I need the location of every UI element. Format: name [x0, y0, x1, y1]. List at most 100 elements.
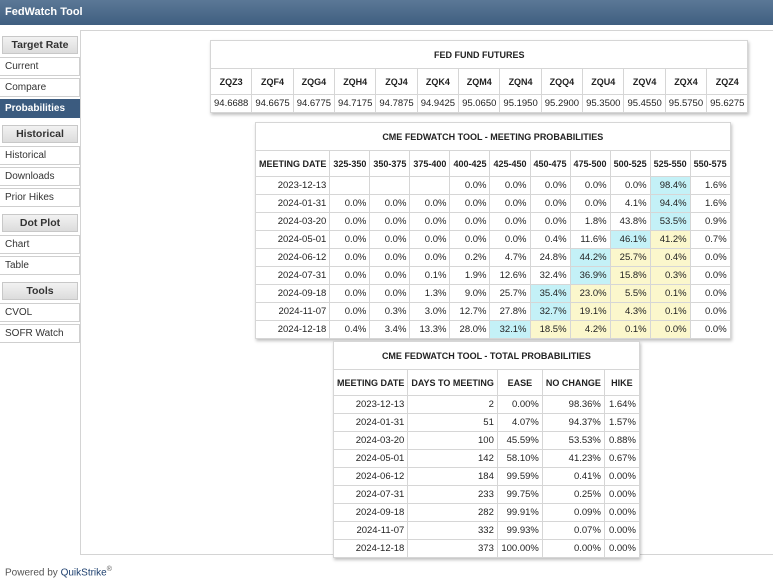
column-header: MEETING DATE — [254, 150, 331, 177]
nav-item[interactable]: SOFR Watch — [0, 324, 80, 343]
nav-group-title: Target Rate — [2, 36, 78, 54]
cell: 0.0% — [529, 194, 571, 213]
cell: 0.0% — [329, 212, 371, 231]
cell: 4.7% — [489, 248, 531, 267]
app-title: FedWatch Tool — [5, 6, 83, 18]
cell: 0.0% — [409, 230, 451, 249]
cell: 27.8% — [489, 302, 531, 321]
cell: 3.4% — [369, 320, 411, 339]
nav-item[interactable]: Probabilities — [0, 99, 80, 118]
cell: 3.0% — [409, 302, 451, 321]
data-row: 2024-06-12 0.0% 0.0% 0.0% 0.2% 4.7% 24.8% 44.2%… — [254, 248, 731, 267]
cell: 0.67% — [603, 449, 640, 468]
cell: 0.0% — [369, 212, 411, 231]
cell: 18.5% — [529, 320, 571, 339]
column-header: DAYS TO MEETING — [407, 369, 498, 396]
nav-group-title: Historical — [2, 125, 78, 143]
cell: 4.3% — [609, 302, 651, 321]
cell: 0.1% — [609, 320, 651, 339]
cell: 0.25% — [541, 485, 605, 504]
cell: 1.8% — [569, 212, 611, 231]
cell: 1.6% — [689, 194, 731, 213]
table-meeting-probabilities: CME FEDWATCH TOOL - MEETING PROBABILITIE… — [254, 122, 731, 339]
cell: 23.0% — [569, 284, 611, 303]
cell: 100 — [407, 431, 498, 450]
cell: 0.0% — [369, 248, 411, 267]
cell: 233 — [407, 485, 498, 504]
sidebar: Target Rate Current Compare Probabilities Hi… — [0, 34, 80, 350]
cell: 0.0% — [329, 230, 371, 249]
data-row: 2024-09-18 0.0% 0.0% 1.3% 9.0% 25.7% 35.4% 23.0… — [254, 284, 731, 303]
nav-item[interactable]: Prior Hikes — [0, 188, 80, 207]
nav-item[interactable]: Historical — [0, 146, 80, 165]
data-row: 2024-01-31 51 4.07% 94.37% 1.57% — [332, 413, 640, 432]
cell: 0.0% — [409, 212, 451, 231]
cell: 43.8% — [609, 212, 651, 231]
column-header: 425-450 — [489, 150, 531, 177]
column-header: 450-475 — [529, 150, 571, 177]
cell: 1.9% — [449, 266, 491, 285]
cell: 94.4% — [649, 194, 691, 213]
cell: 0.0% — [689, 248, 731, 267]
column-header: 525-550 — [649, 150, 691, 177]
cell: 0.0% — [689, 302, 731, 321]
cell: 0.88% — [603, 431, 640, 450]
cell: 94.6775 — [292, 94, 336, 113]
cell: 2024-09-18 — [332, 503, 409, 522]
cell: 0.0% — [689, 320, 731, 339]
cell: 94.7175 — [334, 94, 377, 113]
cell: 32.1% — [489, 320, 531, 339]
column-header: EASE — [496, 369, 543, 396]
cell: 0.0% — [329, 194, 371, 213]
cell: 99.91% — [496, 503, 543, 522]
data-row: 2023-12-13 0.0% 0.0% 0.0% 0.0% 0.0% 98.4% 1.6% — [254, 176, 731, 195]
nav-item[interactable]: Current — [0, 57, 80, 76]
cell: 15.8% — [609, 266, 651, 285]
data-row: 2024-07-31 0.0% 0.0% 0.1% 1.9% 12.6% 32.4% 36.9… — [254, 266, 731, 285]
cell: 12.7% — [449, 302, 491, 321]
cell: 0.0% — [409, 248, 451, 267]
nav-item[interactable]: Table — [0, 256, 80, 275]
cell: 0.00% — [603, 521, 640, 540]
column-header: ZQQ4 — [540, 68, 584, 95]
cell: 0.0% — [449, 194, 491, 213]
cell: 2024-09-18 — [254, 284, 331, 303]
cell: 0.0% — [369, 284, 411, 303]
cell: 2024-07-31 — [332, 485, 409, 504]
data-row: 2024-01-31 0.0% 0.0% 0.0% 0.0% 0.0% 0.0% 0.0% 4.… — [254, 194, 731, 213]
cell: 99.93% — [496, 521, 543, 540]
column-header: ZQZ4 — [706, 68, 749, 95]
cell: 0.0% — [569, 194, 611, 213]
cell: 58.10% — [496, 449, 543, 468]
cell: 0.00% — [603, 467, 640, 486]
cell: 2024-12-18 — [254, 320, 331, 339]
cell: 0.00% — [541, 539, 605, 558]
cell: 100.00% — [496, 539, 543, 558]
cell: 0.7% — [689, 230, 731, 249]
column-header: 350-375 — [369, 150, 411, 177]
nav-group: Target Rate Current Compare Probabilities — [0, 36, 80, 118]
cell: 0.0% — [449, 230, 491, 249]
cell: 0.00% — [603, 503, 640, 522]
cell: 94.6675 — [251, 94, 294, 113]
cell: 2024-05-01 — [332, 449, 409, 468]
nav-item[interactable]: CVOL — [0, 303, 80, 322]
cell: 0.3% — [649, 266, 691, 285]
column-header: ZQZ3 — [209, 68, 253, 95]
cell: 2024-01-31 — [254, 194, 331, 213]
cell: 95.5750 — [664, 94, 708, 113]
nav-item[interactable]: Downloads — [0, 167, 80, 186]
title-row: CME FEDWATCH TOOL - TOTAL PROBABILITIES — [333, 341, 640, 370]
header-row: MEETING DATE 325-350 350-375 375-400 400-425… — [254, 150, 731, 177]
table-title: CME FEDWATCH TOOL - TOTAL PROBABILITIES — [333, 341, 640, 370]
cell: 94.37% — [541, 413, 605, 432]
cell: 28.0% — [449, 320, 491, 339]
data-row: 2024-12-18 0.4% 3.4% 13.3% 28.0% 32.1% 18.5% 4.… — [254, 320, 731, 339]
cell: 2024-01-31 — [332, 413, 409, 432]
nav-item[interactable]: Chart — [0, 235, 80, 254]
nav-item[interactable]: Compare — [0, 78, 80, 97]
column-header: 375-400 — [409, 150, 451, 177]
table-total-probabilities: CME FEDWATCH TOOL - TOTAL PROBABILITIES M… — [332, 341, 640, 558]
